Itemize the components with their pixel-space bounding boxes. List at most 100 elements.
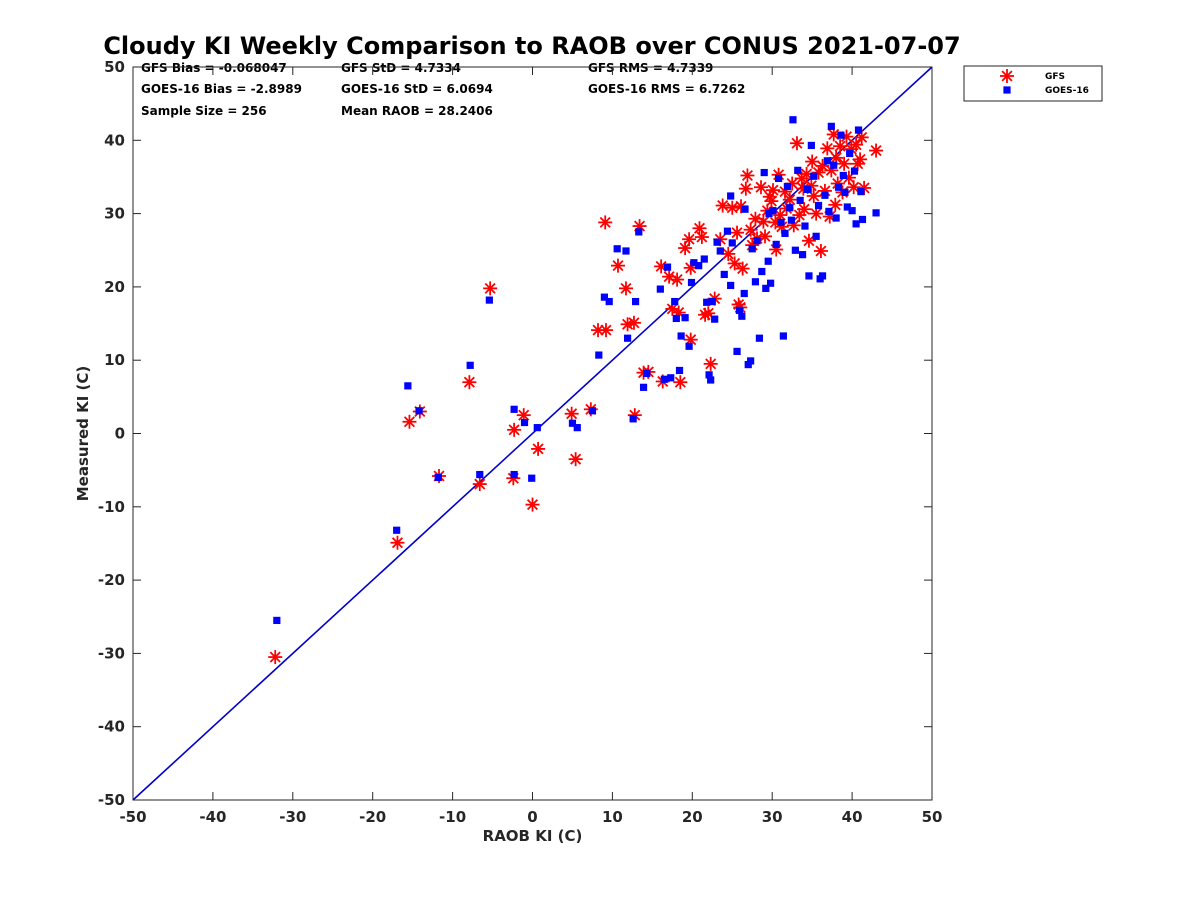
legend-box bbox=[963, 65, 1103, 102]
gfs-point bbox=[765, 183, 780, 198]
x-tick-label: -40 bbox=[199, 808, 226, 826]
gfs-point bbox=[402, 414, 417, 429]
goes-16-point bbox=[794, 166, 802, 174]
goes-16-point bbox=[639, 383, 648, 391]
goes-16-point bbox=[707, 376, 715, 384]
goes-16-point bbox=[600, 293, 609, 301]
goes-16-point bbox=[858, 215, 867, 224]
goes-16-point bbox=[671, 297, 679, 306]
goes-16-point bbox=[777, 218, 785, 226]
goes-16-point bbox=[595, 351, 603, 359]
goes-16-point bbox=[656, 285, 664, 293]
gfs-point bbox=[673, 375, 688, 390]
gfs-point bbox=[692, 221, 707, 236]
x-tick-label: -50 bbox=[119, 808, 146, 826]
goes-16-point bbox=[807, 141, 815, 150]
gfs-point bbox=[598, 215, 613, 230]
stat-label: Sample Size = 256 bbox=[141, 104, 267, 118]
goes-16-point bbox=[774, 174, 783, 183]
goes-16-point bbox=[643, 369, 651, 377]
y-tick-label: -50 bbox=[98, 791, 125, 809]
gfs-point bbox=[682, 232, 697, 247]
goes-16-point bbox=[854, 126, 863, 134]
series-gfs bbox=[268, 127, 884, 665]
x-axis: -50 -40 -30 -20 -10 0 10 20 30 40 50 bbox=[119, 67, 942, 826]
goes-16-point bbox=[843, 203, 851, 211]
y-tick-label: -40 bbox=[98, 718, 125, 736]
goes-16-point bbox=[695, 262, 703, 270]
y-tick-label: -20 bbox=[98, 571, 125, 589]
goes-16-point bbox=[791, 246, 799, 254]
x-tick-label: -20 bbox=[359, 808, 386, 826]
stat-label: GFS Bias = -0.068047 bbox=[141, 61, 287, 75]
goes-16-point bbox=[687, 278, 696, 287]
goes-16-point bbox=[839, 171, 847, 180]
y-tick-label: 20 bbox=[104, 278, 125, 296]
goes-16-point bbox=[812, 232, 820, 240]
goes-16-point bbox=[738, 312, 746, 320]
goes-16-point bbox=[765, 210, 773, 218]
goes-16-point bbox=[476, 470, 484, 479]
x-tick-label: -10 bbox=[439, 808, 466, 826]
gfs-point bbox=[610, 258, 625, 273]
gfs-point bbox=[507, 422, 522, 437]
gfs-point bbox=[735, 261, 750, 276]
goes-16-point bbox=[744, 360, 752, 369]
goes-16-point bbox=[723, 227, 732, 235]
gfs-point bbox=[849, 137, 864, 152]
x-tick-label: 50 bbox=[922, 808, 943, 826]
goes-16-point bbox=[605, 297, 613, 306]
goes-16-point bbox=[810, 172, 818, 180]
goes-16-point bbox=[685, 342, 693, 350]
gfs-point bbox=[268, 650, 283, 665]
goes-16-point bbox=[825, 207, 833, 216]
gfs-point bbox=[564, 406, 579, 421]
gfs-point bbox=[782, 192, 797, 207]
gfs-point bbox=[813, 243, 828, 258]
gfs-point bbox=[483, 281, 498, 296]
x-tick-label: 40 bbox=[842, 808, 863, 826]
goes-16-point bbox=[786, 204, 794, 212]
goes-16-point bbox=[622, 247, 630, 255]
goes-16-point bbox=[823, 157, 831, 165]
goes-16-point bbox=[758, 267, 766, 276]
goes-16-point bbox=[510, 470, 518, 479]
goes-16-point bbox=[803, 185, 811, 194]
goes-16-point bbox=[667, 374, 675, 382]
gfs-point bbox=[462, 375, 477, 390]
gfs-point bbox=[758, 229, 773, 244]
goes-16-point bbox=[857, 188, 865, 196]
gfs-point bbox=[626, 315, 641, 330]
goes-16-point bbox=[415, 407, 423, 415]
gfs-point bbox=[797, 202, 812, 217]
gfs-point bbox=[837, 156, 852, 171]
gfs-point bbox=[694, 230, 709, 245]
gfs-point bbox=[853, 152, 868, 167]
goes-16-point bbox=[533, 424, 541, 432]
gfs-point bbox=[743, 222, 758, 237]
gfs-point bbox=[754, 180, 769, 195]
goes-16-point bbox=[769, 207, 777, 215]
goes-16-point bbox=[827, 122, 835, 130]
goes-16-point bbox=[629, 415, 637, 423]
y-tick-label: 30 bbox=[104, 205, 125, 223]
legend-label-goes-16: GOES-16 bbox=[1045, 86, 1089, 96]
goes-16-point bbox=[623, 334, 632, 342]
y-tick-label: 50 bbox=[104, 58, 125, 76]
gfs-point bbox=[591, 323, 606, 338]
goes-16-point bbox=[767, 279, 775, 287]
stat-label: GOES-16 Bias = -2.8989 bbox=[141, 82, 302, 96]
goes-16-point bbox=[681, 314, 689, 322]
gfs-point bbox=[725, 200, 740, 215]
gfs-point bbox=[740, 168, 755, 183]
goes-16-point bbox=[528, 474, 536, 482]
gfs-point bbox=[801, 233, 816, 248]
goes-16-point bbox=[727, 281, 735, 290]
goes-16-point bbox=[818, 272, 827, 280]
goes-16-point bbox=[741, 205, 749, 213]
goes-16-point bbox=[720, 270, 728, 279]
goes-16-point bbox=[760, 168, 768, 177]
legend-marker-goes-16 bbox=[1003, 86, 1011, 94]
goes-16-point bbox=[568, 419, 577, 427]
gfs-point bbox=[796, 181, 811, 196]
